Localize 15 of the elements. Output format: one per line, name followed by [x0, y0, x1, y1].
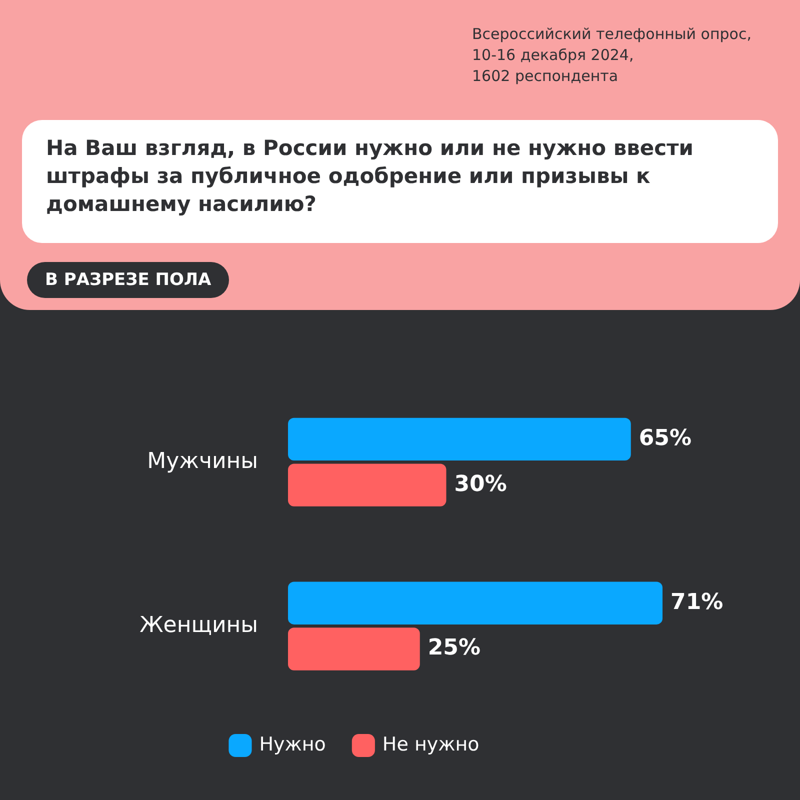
legend-label: Не нужно [382, 733, 480, 756]
y-tick-label: Женщины [140, 612, 258, 638]
bar [288, 464, 446, 506]
text: Всероссийский телефонный опрос, 10-16 декабря 2024, 1602 респондента [472, 24, 752, 87]
bar [288, 582, 663, 624]
data-label: 25% [428, 636, 481, 661]
y-tick-label: Мужчины [147, 448, 258, 474]
data-label: 71% [670, 590, 724, 615]
legend-label: Нужно [259, 733, 326, 756]
text: В РАЗРЕЗЕ ПОЛА [27, 262, 230, 298]
chart-title: На Ваш взгляд, в России нужно или не нужно ввести штрафы за публичное одобрение или призывы к домашнему насилию? [22, 120, 778, 243]
bar [288, 628, 420, 670]
bar [288, 418, 631, 461]
data-label: 30% [454, 472, 507, 497]
data-label: 65% [638, 426, 692, 451]
